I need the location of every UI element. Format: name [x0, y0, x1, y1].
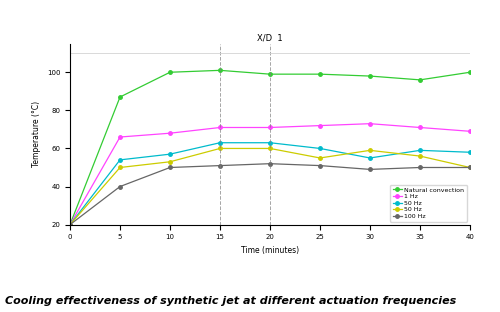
- Natural convection: [317, 72, 323, 76]
- 100 Hz: [417, 166, 423, 169]
- 1 Hz: [267, 126, 273, 129]
- 50 Hz: [417, 154, 423, 158]
- 50 Hz: [317, 147, 323, 150]
- Natural convection: [367, 74, 373, 78]
- 1 Hz: [467, 129, 473, 133]
- 1 Hz: [317, 124, 323, 128]
- Title: X/D  1: X/D 1: [257, 34, 283, 43]
- 50 Hz: [467, 150, 473, 154]
- Natural convection: [117, 95, 123, 99]
- 50 Hz: [317, 156, 323, 160]
- Natural convection: [467, 71, 473, 74]
- 100 Hz: [67, 223, 73, 227]
- X-axis label: Time (minutes): Time (minutes): [241, 246, 299, 255]
- Line: 50 Hz: 50 Hz: [68, 141, 471, 227]
- 1 Hz: [117, 135, 123, 139]
- 100 Hz: [167, 166, 173, 169]
- 50 Hz: [167, 152, 173, 156]
- Natural convection: [417, 78, 423, 82]
- 50 Hz: [67, 223, 73, 227]
- 50 Hz: [117, 158, 123, 162]
- 1 Hz: [417, 126, 423, 129]
- Line: Natural convection: Natural convection: [68, 69, 471, 227]
- 50 Hz: [217, 141, 223, 144]
- Legend: Natural convection, 1 Hz, 50 Hz, 50 Hz, 100 Hz: Natural convection, 1 Hz, 50 Hz, 50 Hz, …: [390, 185, 467, 222]
- 50 Hz: [267, 141, 273, 144]
- 50 Hz: [367, 156, 373, 160]
- 100 Hz: [217, 164, 223, 168]
- Line: 100 Hz: 100 Hz: [68, 162, 471, 227]
- Natural convection: [167, 71, 173, 74]
- 50 Hz: [267, 147, 273, 150]
- Natural convection: [217, 68, 223, 72]
- 50 Hz: [67, 223, 73, 227]
- 1 Hz: [67, 223, 73, 227]
- Natural convection: [67, 223, 73, 227]
- 100 Hz: [267, 162, 273, 166]
- 100 Hz: [467, 166, 473, 169]
- Y-axis label: Temperature (°C): Temperature (°C): [32, 101, 41, 167]
- 50 Hz: [417, 149, 423, 152]
- 50 Hz: [367, 149, 373, 152]
- Line: 50 Hz: 50 Hz: [68, 147, 471, 227]
- 50 Hz: [467, 166, 473, 169]
- 50 Hz: [167, 160, 173, 164]
- Line: 1 Hz: 1 Hz: [68, 122, 471, 227]
- 1 Hz: [167, 131, 173, 135]
- Text: Cooling effectiveness of synthetic jet at different actuation frequencies: Cooling effectiveness of synthetic jet a…: [5, 296, 456, 306]
- 1 Hz: [367, 122, 373, 125]
- 100 Hz: [317, 164, 323, 168]
- Natural convection: [267, 72, 273, 76]
- 100 Hz: [367, 168, 373, 171]
- 50 Hz: [117, 166, 123, 169]
- 1 Hz: [217, 126, 223, 129]
- 100 Hz: [117, 185, 123, 188]
- 50 Hz: [217, 147, 223, 150]
